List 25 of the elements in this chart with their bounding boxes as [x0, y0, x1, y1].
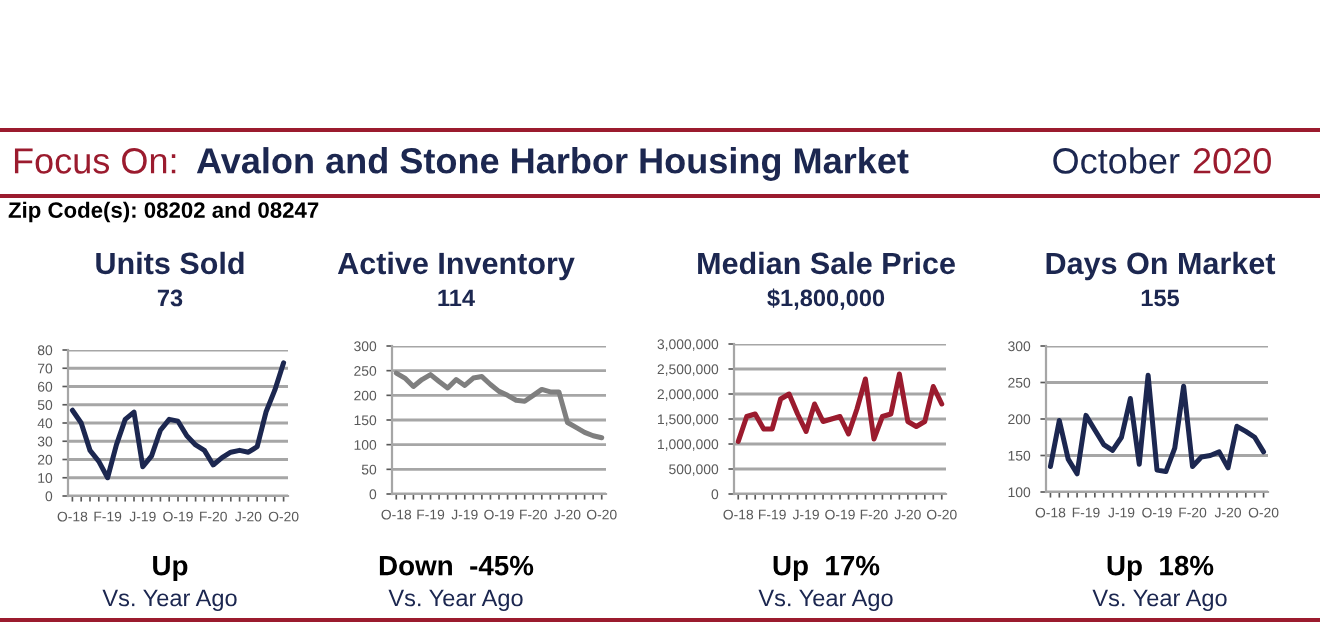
line-series [393, 370, 605, 441]
text: Zip Code(s): 08202 and 08247 [8, 201, 319, 223]
text: Up [153, 556, 188, 581]
text: October [1053, 147, 1180, 174]
chart-title: Days On Market [1046, 251, 1276, 281]
text: Focus On: [14, 148, 176, 174]
chart-subtitle: 114 [438, 289, 475, 307]
chart-title: Units Sold [96, 251, 244, 275]
text: Vs. Year Ago [102, 589, 237, 612]
line-series [69, 360, 287, 481]
text: Down -45% [379, 555, 534, 576]
chart-title: Active Inventory [337, 251, 575, 281]
text: Up 18% [1107, 555, 1214, 581]
line-series [1047, 372, 1267, 477]
text: Avalon and Stone Harbor Housing Market [196, 147, 909, 181]
text: Vs. Year Ago [1092, 589, 1227, 612]
chart-subtitle: 155 [1141, 289, 1180, 307]
chart-subtitle: 73 [157, 289, 183, 307]
chart-title: Median Sale Price [698, 251, 955, 275]
chart-subtitle: $1,800,000 [767, 288, 885, 310]
text: Up 17% [773, 555, 880, 581]
text: 2020 [1193, 148, 1271, 174]
text: Vs. Year Ago [388, 589, 523, 612]
line-series [735, 371, 945, 444]
text: Vs. Year Ago [758, 589, 893, 612]
